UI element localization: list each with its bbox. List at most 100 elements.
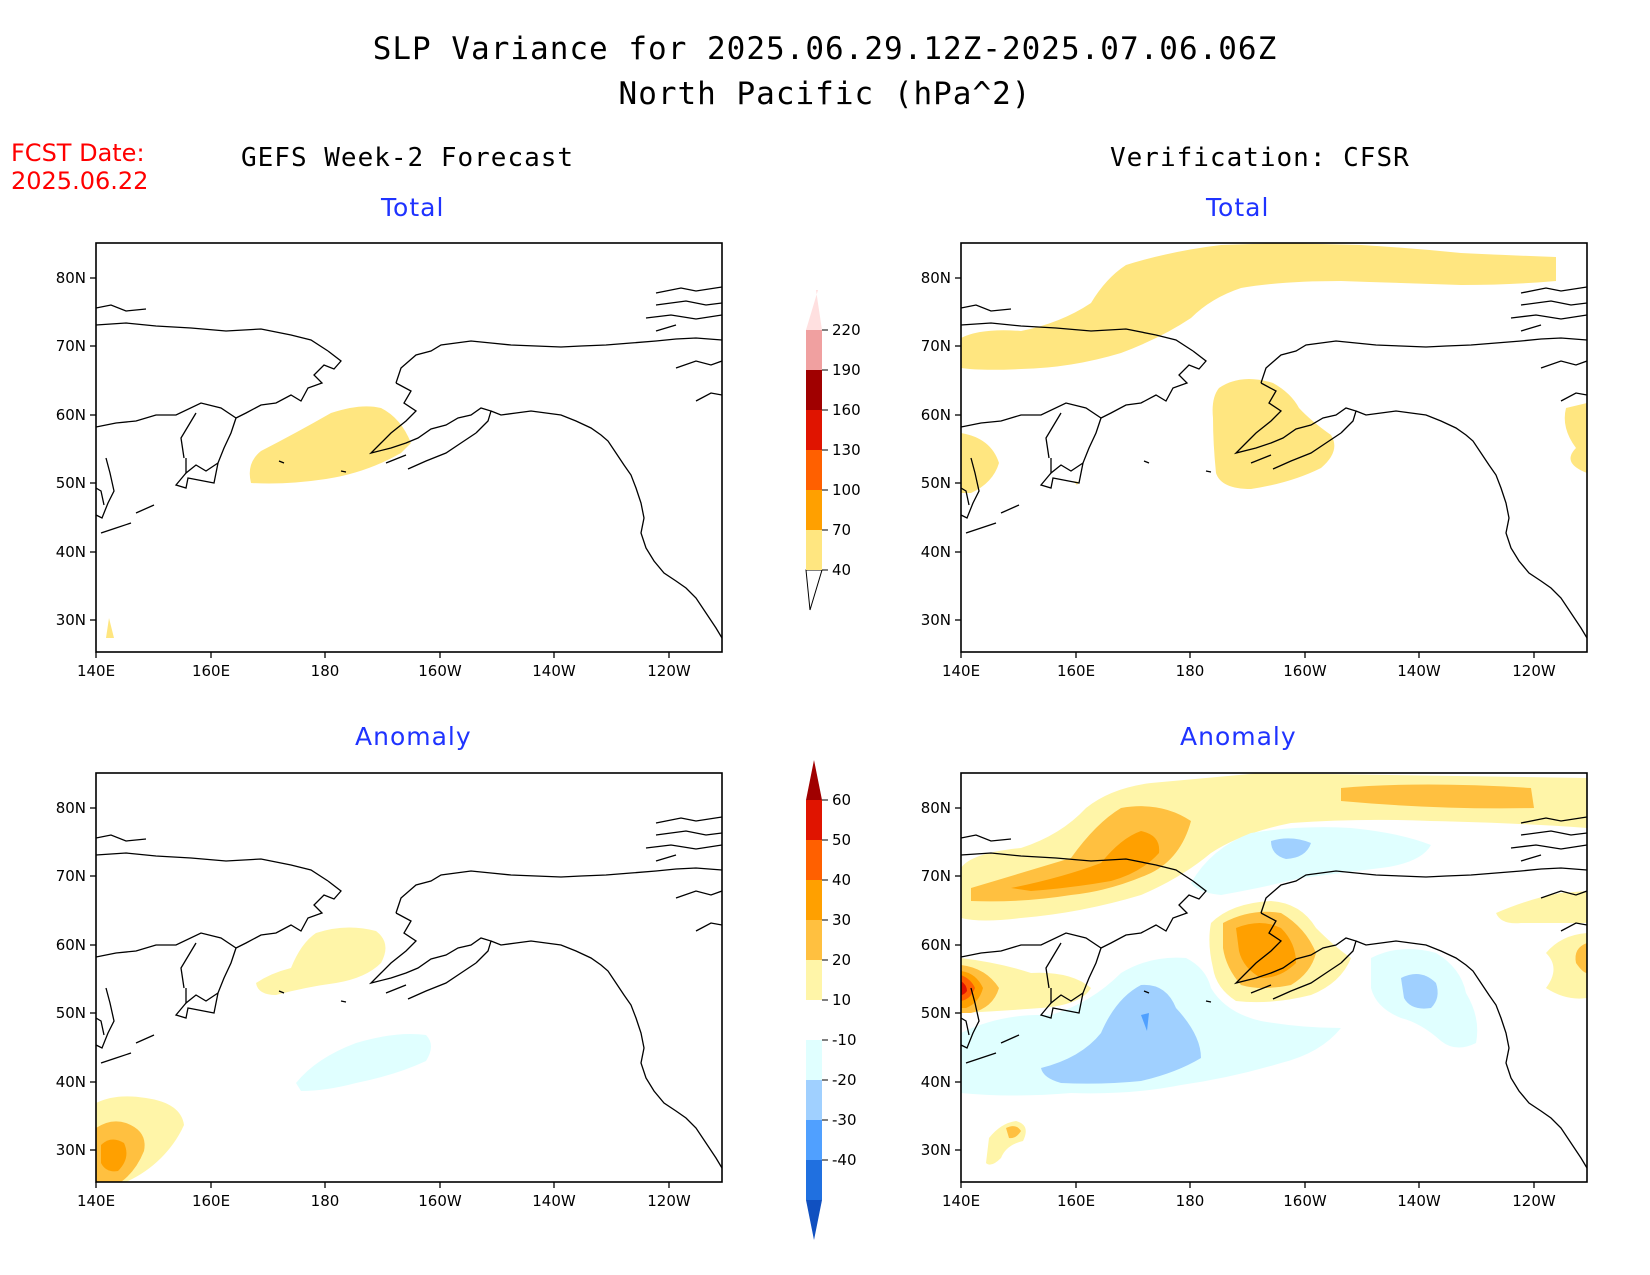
forecast-date-value: 2025.06.22 <box>11 167 149 195</box>
contour-anom-50-60-japan <box>961 981 967 995</box>
contour-anom-m20-m30-pacific <box>1041 984 1201 1084</box>
lat-label-50N: 50N <box>921 474 951 492</box>
colorbar-total-label-190: 190 <box>832 361 861 379</box>
colorbar-anomaly-box-9 <box>806 1120 822 1160</box>
panel-subtitle-forecast-total: Total <box>381 193 445 222</box>
colorbar-total-label-70: 70 <box>832 521 851 539</box>
map-panel-forecast-total <box>95 242 723 653</box>
colorbar-total-tail-low <box>805 569 823 611</box>
axes-layer: 80N 70N 60N 50N 40N 30N 140E 160E 180 160W 140W 120… <box>56 269 1556 1210</box>
lon-label-160W: 160W <box>1283 1192 1327 1210</box>
lat-label-40N: 40N <box>56 543 86 561</box>
colorbar-total: 40 70 100 130 160 190 220 <box>805 290 861 611</box>
panel-subtitle-verification-anomaly: Anomaly <box>1180 722 1297 751</box>
colorbar-anomaly-label--40: -40 <box>832 1151 857 1169</box>
colorbar-anomaly-label-30: 30 <box>832 911 851 929</box>
colorbar-anomaly-box-6 <box>806 1000 822 1040</box>
lon-label-140E: 140E <box>942 662 980 680</box>
colorbar-anomaly-box-10 <box>806 1160 822 1200</box>
lon-label-140W: 140W <box>532 1192 576 1210</box>
map-panel-verification-anomaly <box>960 772 1588 1183</box>
colorbar-anomaly-box-5 <box>806 960 822 1000</box>
colorbar-total-box-1 <box>806 490 822 530</box>
colorbar-anomaly-box-2 <box>806 840 822 880</box>
lon-label-180: 180 <box>1176 1192 1205 1210</box>
colorbar-total-box-4 <box>806 370 822 410</box>
lon-label-120W: 120W <box>647 1192 691 1210</box>
contour-anom-20-30-arctic <box>971 806 1191 902</box>
colorbar-anomaly-tail-high <box>806 760 822 800</box>
contour-anom-10-20-canada <box>1496 891 1587 924</box>
lat-label-30N: 30N <box>921 611 951 629</box>
map-panel-verification-total <box>960 242 1588 653</box>
contour-anom-10-20-south <box>986 1121 1026 1165</box>
colorbar-anomaly-label--30: -30 <box>832 1111 857 1129</box>
contour-anom-30-40-japan <box>101 1139 127 1172</box>
lon-label-160E: 160E <box>1057 662 1095 680</box>
colorbar-total-label-40: 40 <box>832 561 851 579</box>
colorbar-anomaly-box-3 <box>806 880 822 920</box>
lat-label-70N: 70N <box>921 337 951 355</box>
colorbar-anomaly-box-1 <box>806 800 822 840</box>
contour-anom-m20-m30-alaska <box>1401 974 1438 1009</box>
chart-title-line1: SLP Variance for 2025.06.29.12Z-2025.07.… <box>372 31 1278 67</box>
lat-label-50N: 50N <box>56 1004 86 1022</box>
contour-total-40-70-japan <box>961 433 999 493</box>
lat-label-50N: 50N <box>56 474 86 492</box>
contour-anom-m10-m20-beaufort <box>1191 827 1431 895</box>
lon-label-180: 180 <box>1176 662 1205 680</box>
lat-label-60N: 60N <box>921 936 951 954</box>
lat-label-40N: 40N <box>921 1073 951 1091</box>
lat-label-30N: 30N <box>56 1141 86 1159</box>
colorbar-anomaly-box-4 <box>806 920 822 960</box>
lat-label-70N: 70N <box>921 867 951 885</box>
contour-anom-20-30-northbar <box>1341 784 1534 809</box>
contour-anom-10-20-alaska <box>256 927 386 995</box>
contour-anom-m10-m20-pacific <box>296 1034 431 1091</box>
colorbar-total-label-220: 220 <box>832 321 861 339</box>
contour-anom-40-50-japan <box>961 975 975 1001</box>
lat-label-80N: 80N <box>56 269 86 287</box>
lat-label-80N: 80N <box>921 269 951 287</box>
column-heading-verification: Verification: CFSR <box>1110 143 1410 173</box>
colorbar-total-label-100: 100 <box>832 481 861 499</box>
lat-label-60N: 60N <box>56 936 86 954</box>
lat-label-30N: 30N <box>56 611 86 629</box>
lon-label-140E: 140E <box>942 1192 980 1210</box>
lon-label-160W: 160W <box>418 662 462 680</box>
lat-label-80N: 80N <box>56 799 86 817</box>
contour-anom-30-40-arctic <box>1011 831 1160 891</box>
lon-label-140W: 140W <box>532 662 576 680</box>
colorbar-anomaly: 60 50 40 30 20 10 -10 -20 -30 -40 <box>806 760 857 1240</box>
colorbar-total-box-0 <box>806 530 822 570</box>
chart-title-line2: North Pacific (hPa^2) <box>618 76 1032 112</box>
colorbar-total-box-3 <box>806 410 822 450</box>
colorbar-anomaly-tail-low <box>806 1200 822 1240</box>
lon-label-160E: 160E <box>192 662 230 680</box>
contour-total-40-70-small <box>106 618 114 638</box>
lon-label-180: 180 <box>311 1192 340 1210</box>
colorbar-anomaly-label-20: 20 <box>832 951 851 969</box>
panel-subtitle-verification-total: Total <box>1206 193 1270 222</box>
lat-label-40N: 40N <box>56 1073 86 1091</box>
colorbar-total-box-5 <box>806 330 822 370</box>
panel-subtitle-forecast-anomaly: Anomaly <box>355 722 472 751</box>
colorbar-anomaly-label-40: 40 <box>832 871 851 889</box>
contour-anom-m30-m40-pacific <box>1141 1013 1149 1031</box>
contour-anom-10-20-canada2 <box>1546 933 1587 999</box>
colorbar-total-tail-high <box>806 290 822 330</box>
column-heading-forecast: GEFS Week-2 Forecast <box>241 143 575 173</box>
lon-label-160W: 160W <box>418 1192 462 1210</box>
colorbar-anomaly-label-60: 60 <box>832 791 851 809</box>
map-panel-forecast-anomaly <box>95 772 723 1183</box>
contour-total-40-70-arctic <box>961 243 1556 370</box>
lat-label-30N: 30N <box>921 1141 951 1159</box>
lon-label-180: 180 <box>311 662 340 680</box>
lon-label-140E: 140E <box>77 1192 115 1210</box>
contour-total-40-70-canada <box>1564 403 1587 473</box>
lat-label-80N: 80N <box>921 799 951 817</box>
colorbar-total-label-160: 160 <box>832 401 861 419</box>
colorbar-anomaly-box-8 <box>806 1080 822 1120</box>
colorbar-anomaly-label--10: -10 <box>832 1031 857 1049</box>
contour-anom-m20-m30-beaufort <box>1271 838 1311 859</box>
